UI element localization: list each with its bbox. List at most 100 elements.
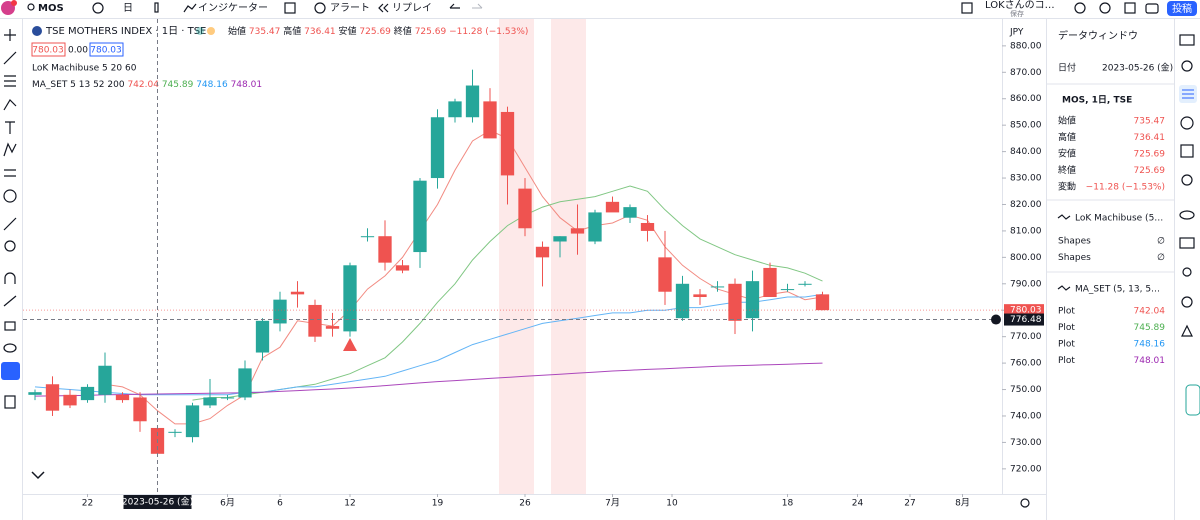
data-window-icon [1182,89,1194,99]
candle-body [500,111,515,176]
candle-body [588,212,602,242]
plot-area [28,69,830,454]
layout-checkbox[interactable] [961,2,973,14]
legend-value: 725.69 [359,27,391,37]
visibility-tool[interactable] [3,343,17,353]
row-label: Plot [1058,340,1075,350]
indicators[interactable]: インジケーター [198,2,268,14]
currency: JPY [1009,28,1024,38]
pattern-tool[interactable] [3,99,17,111]
alerts-panel[interactable] [1181,60,1193,72]
candle-body [448,101,462,118]
candle-body [203,397,217,406]
search-icon[interactable] [27,3,35,11]
axis-settings[interactable] [1020,498,1030,508]
streams[interactable] [1179,210,1195,220]
replay-icon [378,3,389,13]
row-label: Shapes [1058,237,1091,247]
y-tick-label: 880.00 [1010,41,1042,51]
settings[interactable] [1099,2,1111,14]
publish[interactable]: 投稿 [1172,2,1192,15]
legend-value: 725.69 [415,27,447,37]
candle-body [360,236,375,238]
chart-type[interactable] [154,2,159,13]
legend-value: 742.04 [127,80,159,90]
last-price-tag [1004,304,1044,317]
indicator-icon [1057,214,1071,220]
redo[interactable] [472,3,483,9]
chats[interactable] [1179,237,1195,249]
quick-search[interactable] [1074,2,1086,14]
calendar[interactable] [1180,144,1194,158]
snapshot[interactable] [1145,3,1159,14]
help[interactable] [1181,324,1193,337]
zoom-tool[interactable] [4,240,16,252]
row-value: −11.28 (−1.53%) [1086,183,1165,193]
lock-tool[interactable] [4,321,16,331]
measure-tool[interactable] [3,217,17,231]
fib-tool[interactable] [4,75,16,87]
section-title: LoK Machibuse (5… [1075,214,1163,224]
row-value: 745.89 [1134,323,1166,333]
candle-body [693,294,707,298]
add-symbol[interactable] [92,2,104,14]
trendline-tool[interactable] [3,51,17,65]
icon-tool[interactable] [3,189,17,203]
badge [11,0,17,6]
alerts[interactable]: アラート [330,2,370,14]
candle-body [273,299,287,324]
widget[interactable] [1185,384,1200,416]
candle-body [728,283,742,321]
y-tick-label: 800.00 [1010,253,1042,263]
undo[interactable] [449,3,460,9]
candle-body [45,384,60,411]
interval[interactable]: 日 [123,3,133,14]
legend-value: 735.47 [249,27,281,37]
candle-body [80,386,95,401]
prediction-tool[interactable] [4,169,16,177]
y-tick-label: 730.00 [1010,438,1042,448]
add-button[interactable] [991,314,1001,325]
draw-mode[interactable] [3,295,17,307]
legend-value: 736.41 [304,27,336,37]
broadcasts[interactable] [1181,296,1193,308]
notifications[interactable] [1182,267,1192,277]
watchlist[interactable] [1179,34,1195,46]
magnet-tool[interactable] [4,272,16,284]
fullscreen[interactable] [1124,2,1136,14]
bid: 780.03 [32,46,64,56]
sync-tool[interactable] [1,362,20,380]
ma-line [34,293,823,396]
candle-body [168,431,182,433]
hotlist[interactable] [1180,116,1194,130]
candle-body [815,294,830,311]
candle-body [465,85,480,118]
candle-body [675,283,690,319]
candle-body [255,320,270,353]
candle-body [745,281,760,319]
delete-tool[interactable] [4,395,16,409]
x-tick-label: 7月 [605,498,620,509]
legend-label: 安値 [339,25,357,37]
input-box[interactable] [89,42,124,57]
signal-marker [343,338,357,351]
crosshair-date: 2023-05-26 (金) [122,496,193,508]
layout-name[interactable]: LOKさんのコ… [985,0,1055,11]
crosshair-tool[interactable] [4,29,16,41]
row-value: ∅ [1157,253,1165,263]
row-label: 変動 [1058,181,1076,193]
highlight-band [551,19,586,494]
x-tick-label: 18 [782,499,794,509]
publish-button[interactable] [1167,1,1197,16]
candle-body [483,101,497,139]
candle-body [378,236,392,263]
layout-icon[interactable] [284,2,296,14]
candle-body [220,397,235,399]
ideas[interactable] [1181,174,1193,186]
spread: 0.00 [68,46,88,56]
pattern2-tool[interactable] [3,142,17,157]
symbol[interactable]: MOS [38,3,64,14]
text-tool[interactable] [5,121,15,134]
input-box[interactable] [31,42,66,57]
replay[interactable]: リプレイ [392,2,432,14]
